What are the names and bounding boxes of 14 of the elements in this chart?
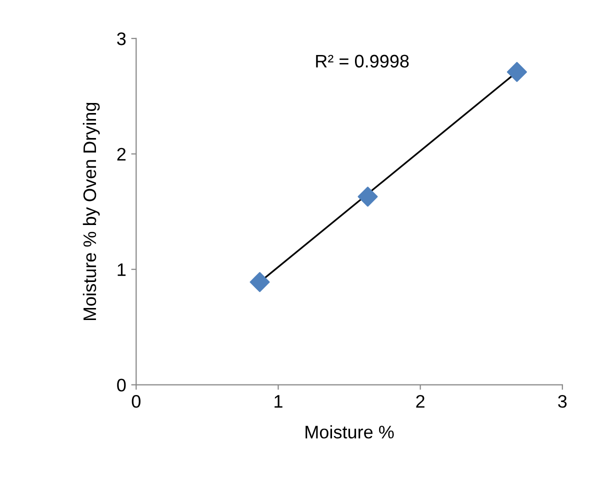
y-tick-label: 3 — [117, 32, 126, 46]
x-tick-label: 3 — [558, 395, 567, 408]
point — [358, 186, 378, 207]
y-tick-label: 1 — [118, 263, 126, 276]
x-tick-label: 2 — [416, 395, 424, 408]
y-tick-label: 0 — [117, 378, 126, 392]
y-axis-title: Moisture % by Oven Drying — [82, 102, 100, 320]
x-axis-title: Moisture % — [306, 425, 394, 439]
point — [250, 272, 270, 292]
x-tick-label: 0 — [132, 395, 140, 408]
annotation: R² = 0.9998 — [316, 54, 409, 68]
x-tick-label: 1 — [274, 395, 282, 408]
y-tick-label: 2 — [117, 148, 126, 160]
point — [506, 62, 527, 82]
